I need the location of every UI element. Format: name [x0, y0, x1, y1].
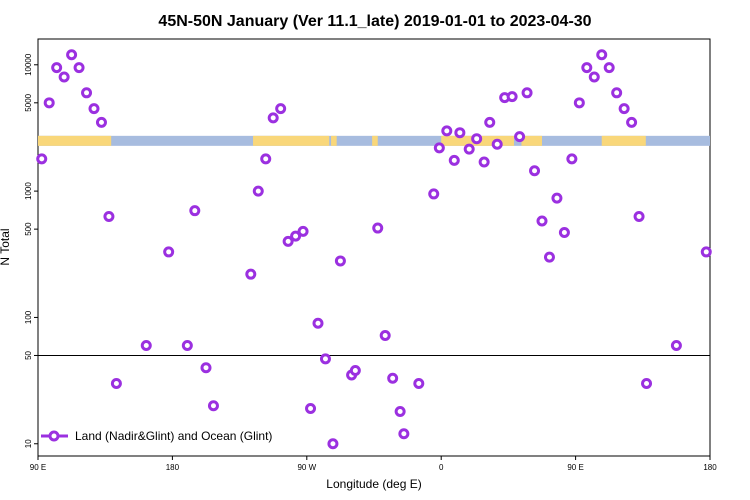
data-point-64 [618, 103, 630, 115]
data-point-15 [200, 362, 212, 374]
data-point-53 [536, 215, 548, 227]
data-point-43 [463, 143, 475, 155]
data-point-52 [529, 165, 541, 177]
data-point-8 [95, 116, 107, 128]
data-point-62 [603, 62, 615, 74]
data-point-47 [491, 138, 503, 150]
data-point-34 [387, 372, 399, 384]
data-point-35 [394, 406, 406, 418]
y-tick-label-0: 10 [24, 439, 33, 448]
data-point-10 [110, 377, 122, 389]
land-strip-segment-3 [372, 135, 378, 146]
data-point-11 [140, 339, 152, 351]
data-point-2 [51, 62, 63, 74]
data-point-54 [543, 251, 555, 263]
data-point-20 [267, 112, 279, 124]
data-point-50 [514, 131, 526, 143]
data-point-38 [428, 188, 440, 200]
data-point-60 [588, 71, 600, 83]
data-point-18 [252, 185, 264, 197]
data-points [36, 49, 712, 450]
data-point-51 [521, 87, 533, 99]
x-tick-label-2: 90 W [297, 463, 316, 472]
y-axis-label: N Total [0, 228, 12, 265]
x-tick-label-3: 0 [439, 463, 444, 472]
data-point-36 [398, 428, 410, 440]
x-axis: 90 E 180 90 W 0 90 E 180 [30, 456, 717, 472]
data-point-41 [448, 154, 460, 166]
data-point-14 [189, 205, 201, 217]
data-point-32 [372, 222, 384, 234]
data-point-42 [454, 127, 466, 139]
y-tick-label-3: 500 [24, 222, 33, 236]
land-strip-segment-2 [331, 135, 337, 146]
land-strip-segment-5 [521, 135, 542, 146]
land-strip-segment-0 [38, 135, 112, 146]
data-point-16 [207, 400, 219, 412]
data-point-65 [626, 116, 638, 128]
data-point-61 [596, 49, 608, 61]
data-point-37 [413, 377, 425, 389]
data-point-67 [641, 377, 653, 389]
data-point-24 [297, 225, 309, 237]
data-point-12 [163, 246, 175, 258]
data-point-28 [327, 438, 339, 450]
data-point-9 [103, 210, 115, 222]
data-point-44 [471, 133, 483, 145]
data-point-31 [349, 365, 361, 377]
x-tick-label-5: 180 [703, 463, 717, 472]
x-tick-label-4: 90 E [567, 463, 583, 472]
x-axis-label: Longitude (deg E) [326, 477, 421, 491]
data-point-23 [290, 230, 302, 242]
data-point-5 [73, 62, 85, 74]
data-point-7 [88, 103, 100, 115]
data-point-26 [312, 317, 324, 329]
data-point-66 [633, 210, 645, 222]
legend: Land (Nadir&Glint) and Ocean (Glint) [41, 429, 272, 443]
land-ocean-strip [38, 135, 710, 146]
data-point-49 [506, 91, 518, 103]
data-point-29 [334, 255, 346, 267]
data-point-56 [558, 227, 570, 239]
land-strip-segment-6 [601, 135, 646, 146]
data-point-45 [478, 156, 490, 168]
legend-label: Land (Nadir&Glint) and Ocean (Glint) [75, 429, 272, 443]
data-point-39 [433, 142, 445, 154]
data-point-0 [36, 153, 48, 165]
data-point-13 [181, 339, 193, 351]
data-point-22 [282, 235, 294, 247]
plot-frame [37, 38, 711, 457]
data-point-57 [566, 153, 578, 165]
y-tick-label-4: 1000 [24, 182, 33, 200]
data-point-27 [319, 353, 331, 365]
data-point-4 [66, 49, 78, 61]
x-tick-label-1: 180 [166, 463, 180, 472]
land-strip-segment-1 [253, 135, 330, 146]
y-tick-label-6: 10000 [24, 53, 33, 76]
data-point-59 [581, 62, 593, 74]
data-point-69 [700, 246, 712, 258]
legend-swatch-marker [48, 430, 60, 442]
y-axis: 10 50 100 500 1000 5000 10000 [24, 53, 38, 448]
data-point-63 [611, 87, 623, 99]
data-point-68 [670, 339, 682, 351]
y-tick-label-5: 5000 [24, 93, 33, 111]
chart-title: 45N-50N January (Ver 11.1_late) 2019-01-… [158, 13, 591, 30]
data-point-6 [81, 87, 93, 99]
y-tick-label-2: 100 [24, 310, 33, 324]
data-point-46 [484, 116, 496, 128]
y-tick-label-1: 50 [24, 350, 33, 359]
data-point-33 [379, 329, 391, 341]
data-point-40 [441, 125, 453, 137]
data-point-3 [58, 71, 70, 83]
x-tick-label-0: 90 E [30, 463, 46, 472]
data-point-19 [260, 153, 272, 165]
data-point-21 [275, 103, 287, 115]
data-point-1 [43, 97, 55, 109]
data-point-17 [245, 268, 257, 280]
data-point-55 [551, 192, 563, 204]
data-point-58 [573, 97, 585, 109]
data-point-25 [305, 403, 317, 415]
